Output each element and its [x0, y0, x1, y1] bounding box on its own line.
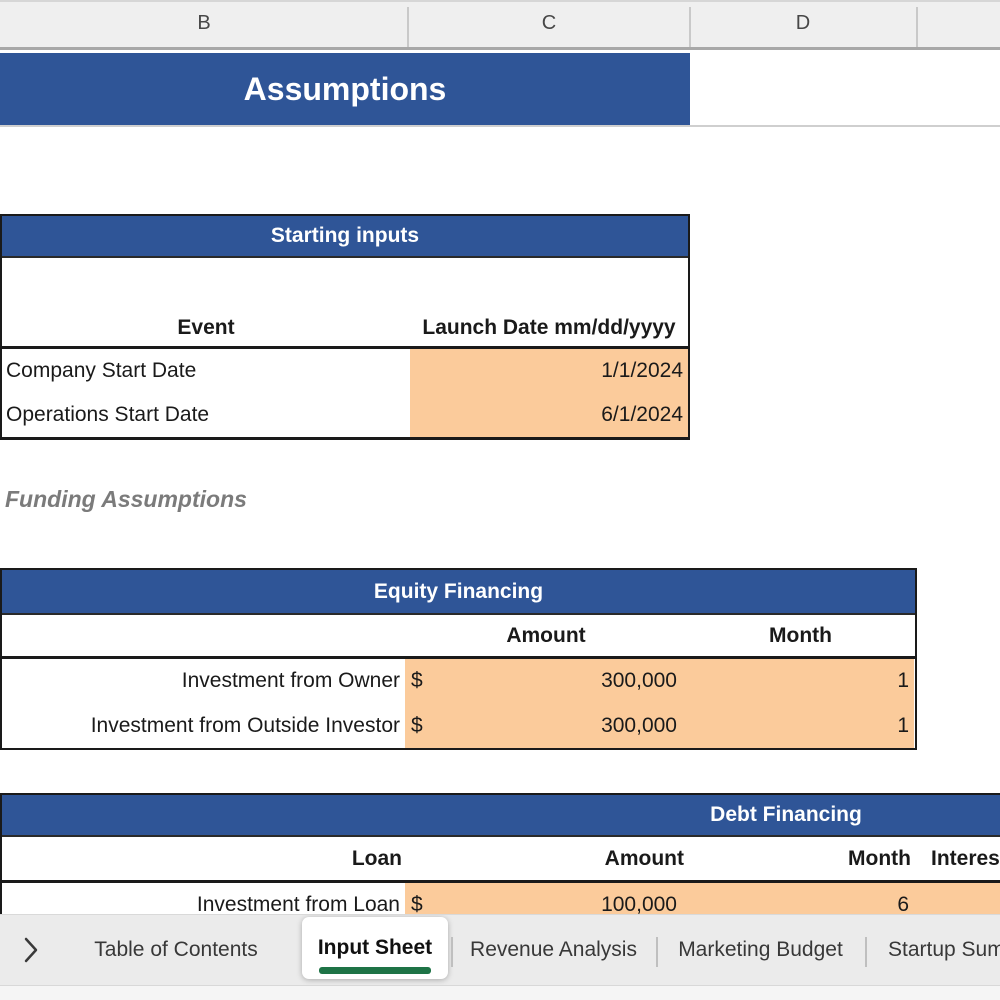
table-row: Investment from Loan $ 100,000 6 [2, 883, 1000, 914]
loan-interest-input-cell[interactable] [914, 883, 1000, 914]
table-row: Company Start Date 1/1/2024 [2, 349, 688, 393]
sheet-grid: Assumptions Starting inputs Event Launch… [0, 50, 1000, 914]
debt-financing-header: Debt Financing [2, 795, 1000, 837]
debt-financing-title: Debt Financing [710, 803, 862, 826]
sheet-tab-bar: Table of Contents Input Sheet Revenue An… [0, 914, 1000, 985]
active-tab-label: Input Sheet [317, 936, 433, 959]
row-label-cell: Investment from Loan [196, 893, 400, 914]
tab-divider [656, 937, 658, 967]
column-divider [407, 7, 409, 47]
divider [2, 656, 915, 659]
event-label-cell: Company Start Date [6, 359, 197, 382]
loan-column-label: Loan [351, 846, 402, 870]
table-row: Investment from Owner $ 300,000 1 [2, 659, 915, 703]
active-tab-underline [319, 967, 431, 974]
sheet-tab-startup-summary[interactable]: Startup Sum [888, 938, 1000, 961]
currency-symbol: $ [411, 893, 423, 914]
starting-inputs-table: Starting inputs Event Launch Date mm/dd/… [0, 214, 690, 440]
starting-inputs-title: Starting inputs [270, 224, 420, 247]
operations-start-date-input-cell[interactable]: 6/1/2024 [410, 393, 688, 437]
sheet-tab-table-of-contents[interactable]: Table of Contents [94, 938, 258, 961]
amount-column-label: Amount [604, 846, 684, 870]
event-label-cell: Operations Start Date [6, 403, 210, 426]
owner-investment-amount-input-cell[interactable]: $ 300,000 [405, 659, 687, 703]
company-start-date-input-cell[interactable]: 1/1/2024 [410, 349, 688, 393]
equity-financing-table: Equity Financing Amount Month Investment… [0, 568, 917, 750]
divider [2, 346, 688, 349]
equity-financing-title: Equity Financing [373, 579, 544, 603]
interest-column-label: Interest [931, 846, 1000, 870]
month-column-label: Month [848, 846, 911, 870]
sheet-tab-marketing-budget[interactable]: Marketing Budget [678, 938, 843, 961]
equity-financing-header: Equity Financing [2, 570, 915, 615]
launch-date-column-label: Launch Date mm/dd/yyyy [422, 316, 676, 339]
status-bar [0, 985, 1000, 1000]
column-divider [916, 7, 918, 47]
column-header-b[interactable]: B [197, 12, 211, 34]
empty-row [2, 258, 688, 310]
amount-value: 300,000 [601, 713, 677, 737]
table-row: Investment from Outside Investor $ 300,0… [2, 703, 915, 748]
amount-column-label: Amount [506, 623, 586, 647]
column-divider [689, 7, 691, 47]
equity-column-labels: Amount Month [2, 615, 915, 656]
outside-investor-amount-input-cell[interactable]: $ 300,000 [405, 703, 687, 748]
section-label: Funding Assumptions [5, 486, 247, 512]
owner-investment-month-input-cell[interactable]: 1 [687, 659, 914, 703]
row-label-cell: Investment from Outside Investor [90, 713, 400, 737]
sheet-tab-input-sheet-active[interactable]: Input Sheet [302, 917, 448, 979]
currency-symbol: $ [411, 669, 423, 692]
amount-value: 100,000 [601, 893, 677, 914]
divider [2, 880, 1000, 883]
column-header-c[interactable]: C [541, 12, 557, 34]
sheet-title: Assumptions [243, 70, 447, 107]
tab-divider [865, 937, 867, 967]
sheet-nav-chevron-right-icon[interactable] [14, 915, 48, 985]
event-column-label: Event [177, 316, 235, 339]
gridline [0, 125, 1000, 127]
outside-investor-month-input-cell[interactable]: 1 [687, 703, 914, 748]
currency-symbol: $ [411, 713, 423, 737]
starting-inputs-column-labels: Event Launch Date mm/dd/yyyy [2, 310, 688, 346]
sheet-tab-revenue-analysis[interactable]: Revenue Analysis [470, 938, 637, 961]
sheet-title-cell: Assumptions [0, 53, 690, 125]
starting-inputs-header: Starting inputs [2, 216, 688, 258]
tab-divider [451, 937, 453, 967]
column-header-d[interactable]: D [795, 12, 811, 34]
debt-financing-table: Debt Financing Loan Amount Month Interes… [0, 793, 1000, 914]
row-label-cell: Investment from Owner [181, 669, 400, 692]
month-column-label: Month [769, 623, 832, 647]
loan-amount-input-cell[interactable]: $ 100,000 [405, 883, 687, 914]
column-header-strip: B C D [0, 0, 1000, 50]
debt-column-labels: Loan Amount Month Interest [2, 837, 1000, 880]
amount-value: 300,000 [601, 669, 677, 692]
table-row: Operations Start Date 6/1/2024 [2, 393, 688, 437]
loan-month-input-cell[interactable]: 6 [687, 883, 914, 914]
